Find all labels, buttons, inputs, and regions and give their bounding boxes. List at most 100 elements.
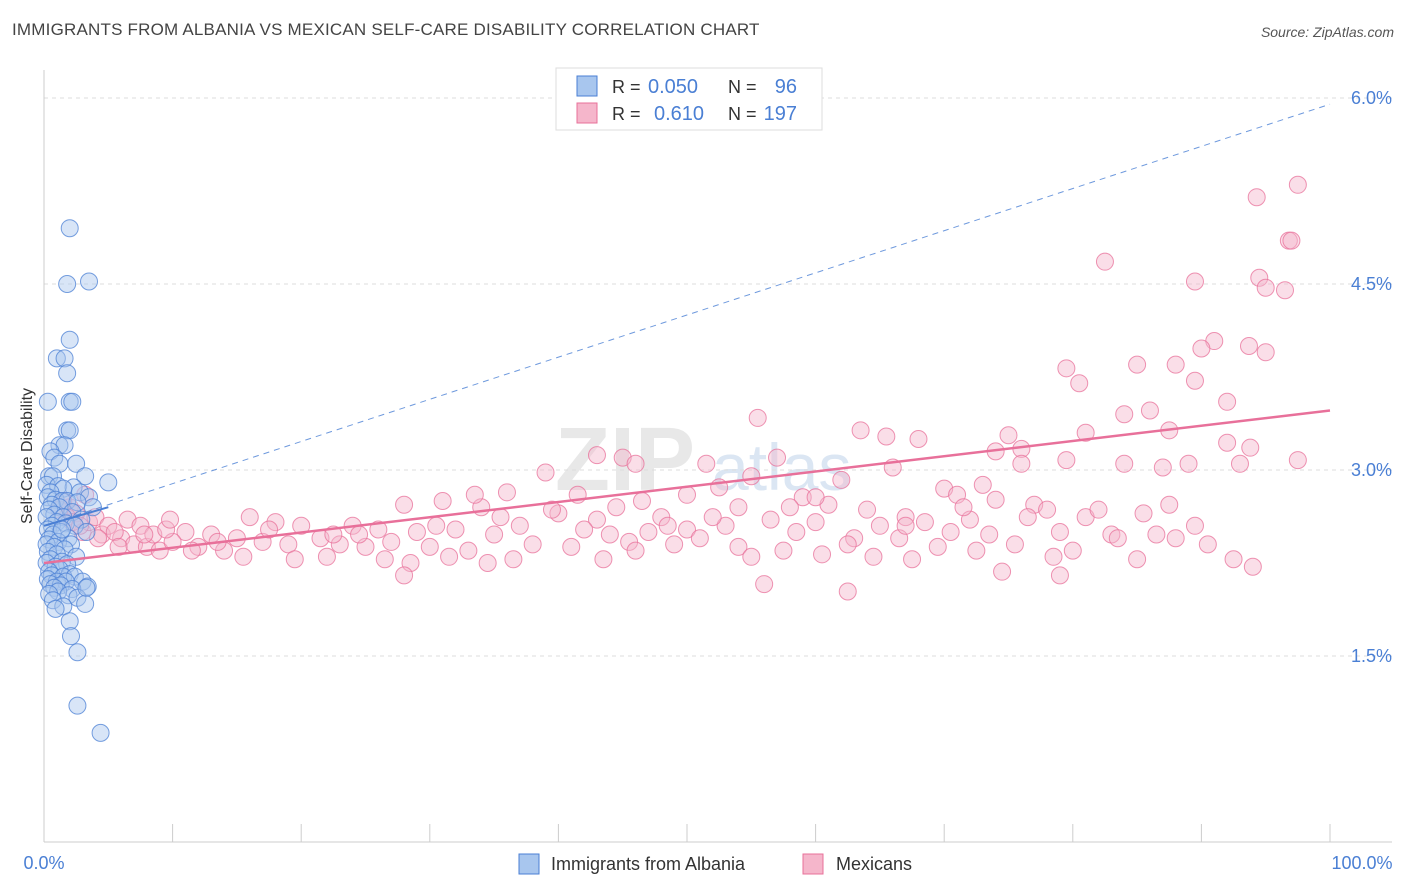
data-point — [986, 490, 1005, 509]
data-point — [1243, 557, 1262, 576]
data-point — [76, 467, 95, 486]
data-point — [497, 483, 516, 502]
data-point — [742, 547, 761, 566]
data-point — [440, 547, 459, 566]
bottom-legend: Immigrants from Albania Mexicans — [518, 853, 912, 875]
data-point — [858, 500, 877, 519]
data-point — [1050, 566, 1069, 585]
data-point — [266, 513, 285, 532]
data-point — [761, 510, 780, 529]
legend-n-label-albania: N = — [728, 77, 757, 97]
legend-r-label-mexicans: R = — [612, 104, 641, 124]
data-point — [1224, 550, 1243, 569]
data-point — [395, 495, 414, 514]
data-point — [1063, 541, 1082, 560]
data-point — [967, 541, 986, 560]
bottom-legend-swatch-mexicans — [802, 853, 824, 875]
data-point — [1185, 371, 1204, 390]
data-point — [38, 392, 57, 411]
data-point — [587, 446, 606, 465]
data-point — [1012, 454, 1031, 473]
data-point — [1005, 535, 1024, 554]
data-point — [832, 470, 851, 489]
data-point — [485, 525, 504, 544]
data-point — [742, 467, 761, 486]
data-point — [768, 448, 787, 467]
data-point — [626, 454, 645, 473]
data-point — [1147, 525, 1166, 544]
data-point — [1230, 454, 1249, 473]
data-point — [292, 516, 311, 535]
data-point — [510, 516, 529, 535]
x-tick-label-min: 0.0% — [23, 853, 64, 873]
data-point — [491, 508, 510, 527]
data-point — [1218, 433, 1237, 452]
data-point — [420, 537, 439, 556]
data-point — [1218, 392, 1237, 411]
data-point — [1057, 451, 1076, 470]
data-point — [459, 541, 478, 560]
data-point — [716, 516, 735, 535]
data-point — [697, 454, 716, 473]
y-tick-labels: 1.5% 3.0% 4.5% 6.0% — [1351, 88, 1392, 666]
data-point — [1250, 268, 1269, 287]
data-point — [774, 541, 793, 560]
data-point — [1057, 359, 1076, 378]
series-mexicans — [50, 175, 1307, 601]
data-point — [755, 575, 774, 594]
data-point — [536, 463, 555, 482]
data-point — [1089, 500, 1108, 519]
data-point — [55, 349, 74, 368]
trendline-mexicans — [43, 409, 1331, 565]
data-point — [60, 330, 79, 349]
data-point — [1166, 529, 1185, 548]
data-point — [632, 492, 651, 510]
data-point — [407, 523, 426, 541]
data-point — [851, 421, 870, 440]
data-point — [542, 500, 561, 519]
legend-swatch-albania — [576, 75, 598, 97]
data-point — [575, 520, 594, 539]
data-point — [1192, 339, 1211, 358]
data-point — [161, 510, 180, 529]
data-point — [806, 513, 825, 532]
axes — [43, 70, 1392, 843]
bottom-legend-swatch-albania — [518, 853, 540, 875]
trendlines — [43, 103, 1331, 565]
y-tick-label: 4.5% — [1351, 274, 1392, 294]
legend-n-value-albania: 96 — [775, 76, 797, 98]
data-point — [806, 488, 825, 507]
data-point — [76, 594, 95, 613]
trendline-albania-extended — [43, 103, 1331, 527]
data-point — [626, 541, 645, 560]
data-point — [427, 516, 446, 535]
data-point — [870, 516, 889, 535]
data-point — [1241, 438, 1260, 457]
x-tick-label-max: 100.0% — [1331, 853, 1392, 873]
data-point — [1160, 495, 1179, 514]
data-point — [446, 520, 465, 539]
data-point — [915, 513, 934, 532]
data-point — [77, 523, 96, 541]
data-point — [1128, 355, 1147, 374]
data-point — [523, 535, 542, 554]
x-ticks — [43, 824, 1331, 842]
data-point — [433, 492, 452, 510]
y-tick-label: 1.5% — [1351, 646, 1392, 666]
data-point — [47, 349, 66, 368]
data-point — [240, 508, 259, 527]
data-point — [131, 516, 150, 535]
data-point — [587, 510, 606, 529]
data-point — [350, 525, 369, 544]
data-point — [813, 545, 832, 564]
y-tick-label: 3.0% — [1351, 460, 1392, 480]
chart-title: IMMIGRANTS FROM ALBANIA VS MEXICAN SELF-… — [12, 20, 760, 39]
data-point — [105, 523, 124, 541]
data-point — [690, 529, 709, 548]
data-point — [980, 525, 999, 544]
data-point — [1185, 272, 1204, 291]
data-point — [1256, 343, 1275, 362]
data-point — [1247, 188, 1266, 207]
data-point — [1288, 451, 1307, 470]
